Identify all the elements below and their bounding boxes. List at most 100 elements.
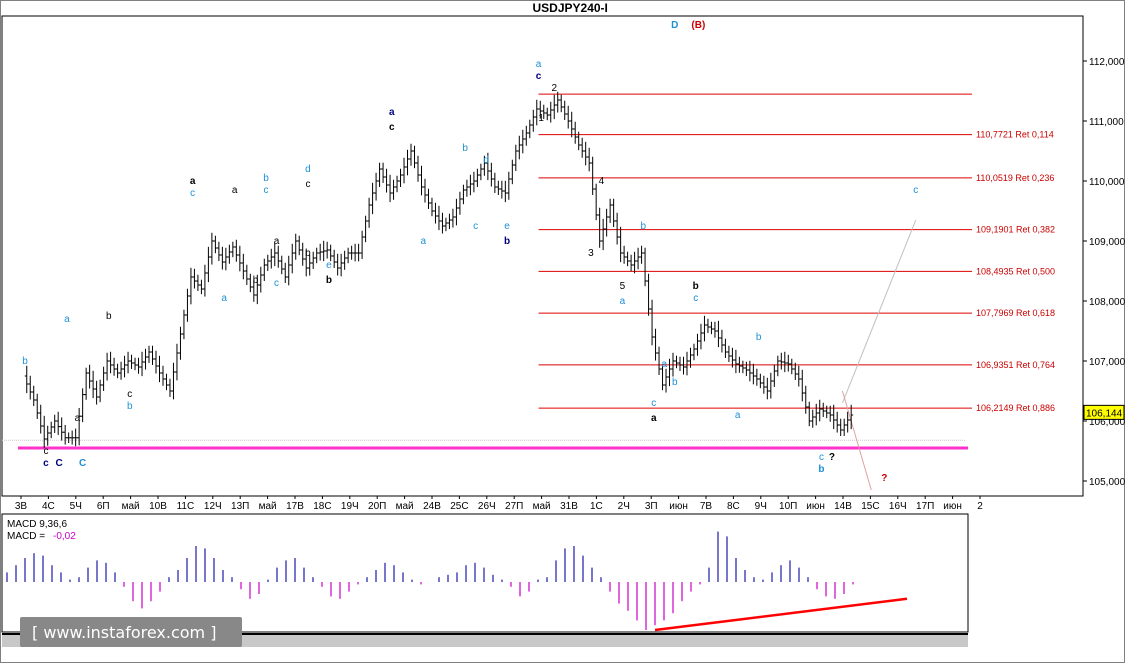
wave-label: (B) (691, 20, 705, 31)
chart-title: USDJPY240-I (533, 1, 608, 15)
wave-label: b (504, 236, 510, 247)
wave-label: a (389, 107, 395, 118)
wave-label: a (75, 413, 81, 424)
x-tick-label: 14В (834, 501, 852, 512)
fib-level-label: 106,9351 Ret 0,764 (976, 360, 1055, 370)
x-tick-label: 15С (861, 501, 879, 512)
wave-label: 4 (599, 176, 605, 187)
wave-label: c (264, 185, 269, 196)
wave-label: a (735, 410, 741, 421)
wave-label: b (641, 221, 647, 232)
wave-label: b (756, 332, 762, 343)
current-price-box (1083, 404, 1125, 420)
wave-label: a (274, 236, 280, 247)
x-tick-label: 24В (423, 501, 441, 512)
macd-footer-band (2, 635, 968, 647)
x-tick-label: 2 (977, 501, 983, 512)
x-tick-label: 31В (560, 501, 578, 512)
wave-label: D (671, 20, 678, 31)
wave-label: 2 (551, 83, 557, 94)
x-tick-label: 10В (149, 501, 167, 512)
wave-label: e (504, 221, 510, 232)
x-tick-label: 26Ч (478, 501, 496, 512)
wave-label: c (127, 389, 132, 400)
wave-label: b (22, 356, 28, 367)
wave-label: b (672, 377, 678, 388)
wave-label: a (221, 293, 227, 304)
watermark-box (20, 617, 242, 647)
x-tick-label: май (533, 501, 551, 512)
wave-label: c (536, 71, 542, 82)
x-tick-label: июн (669, 501, 688, 512)
y-tick-label: 111,000 (1089, 117, 1124, 128)
y-tick-label: 110,000 (1089, 177, 1125, 188)
x-tick-label: 16Ч (889, 501, 907, 512)
macd-value-label: MACD = (7, 531, 45, 542)
wave-label: b (326, 275, 332, 286)
wave-label: b (263, 173, 269, 184)
y-tick-label: 106,000 (1089, 417, 1125, 428)
wave-label: c (651, 398, 656, 409)
fib-level-label: 107,7969 Ret 0,618 (976, 308, 1055, 318)
alt-forecast-line (841, 390, 872, 491)
wave-label: c (693, 293, 698, 304)
fib-level-label: 108,4935 Ret 0,500 (976, 266, 1055, 276)
wave-label: C (79, 458, 86, 469)
x-tick-label: 8С (727, 501, 740, 512)
x-tick-label: 17В (286, 501, 304, 512)
x-tick-label: 11С (177, 501, 195, 512)
wave-label: a (651, 413, 657, 424)
wave-label: a (536, 59, 542, 70)
watermark-text: [ www.instaforex.com ] (32, 623, 216, 642)
x-tick-label: 2Ч (618, 501, 630, 512)
x-tick-label: 18С (313, 501, 331, 512)
current-price-label: 106,144 (1086, 408, 1123, 419)
wave-label: c (43, 446, 48, 457)
x-tick-label: 25С (450, 501, 468, 512)
y-tick-label: 109,000 (1089, 237, 1125, 248)
wave-label: b (462, 143, 468, 154)
plot-frame (1, 15, 1084, 497)
wave-label: a (64, 314, 70, 325)
x-tick-label: 3П (645, 501, 658, 512)
x-tick-label: 13П (231, 501, 249, 512)
y-tick-label: 108,000 (1089, 297, 1125, 308)
wave-label: c (389, 122, 395, 133)
wave-label: b (127, 401, 133, 412)
x-tick-label: май (396, 501, 414, 512)
x-tick-label: 17П (916, 501, 934, 512)
fib-level-label: 106,2149 Ret 0,886 (976, 403, 1055, 413)
fib-level-label: 110,7721 Ret 0,114 (976, 130, 1054, 140)
x-tick-label: июн (943, 501, 962, 512)
x-tick-label: май (259, 501, 277, 512)
wave-label: b (106, 311, 112, 322)
macd-frame (1, 513, 969, 633)
wave-label: b (305, 248, 311, 259)
wave-label: b (253, 275, 259, 286)
wave-label: b (693, 281, 699, 292)
wave-label: c (473, 221, 478, 232)
fib-level-label: 109,1901 Ret 0,382 (976, 225, 1055, 235)
y-tick-label: 107,000 (1089, 357, 1125, 368)
x-tick-label: 1С (590, 501, 603, 512)
wave-label: ? (881, 473, 887, 484)
wave-label: C (55, 458, 62, 469)
x-tick-label: 27П (505, 501, 523, 512)
x-tick-label: июн (806, 501, 825, 512)
macd-trendline (654, 597, 908, 632)
x-tick-label: 6П (97, 501, 110, 512)
x-tick-label: 10П (779, 501, 797, 512)
wave-label: c (190, 188, 195, 199)
wave-label: c (305, 179, 310, 190)
x-tick-label: 19Ч (341, 501, 359, 512)
wave-label: c (819, 452, 824, 463)
fib-level-label: 110,0519 Ret 0,236 (976, 173, 1054, 183)
y-tick-label: 112,000 (1089, 57, 1125, 68)
wave-label: c (274, 278, 279, 289)
wave-label: 5 (620, 281, 626, 292)
wave-label: a (661, 359, 667, 370)
wave-label: d (305, 164, 311, 175)
y-tick-label: 105,000 (1089, 477, 1125, 488)
